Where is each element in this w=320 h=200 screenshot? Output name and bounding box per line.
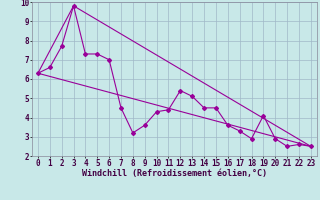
X-axis label: Windchill (Refroidissement éolien,°C): Windchill (Refroidissement éolien,°C): [82, 169, 267, 178]
